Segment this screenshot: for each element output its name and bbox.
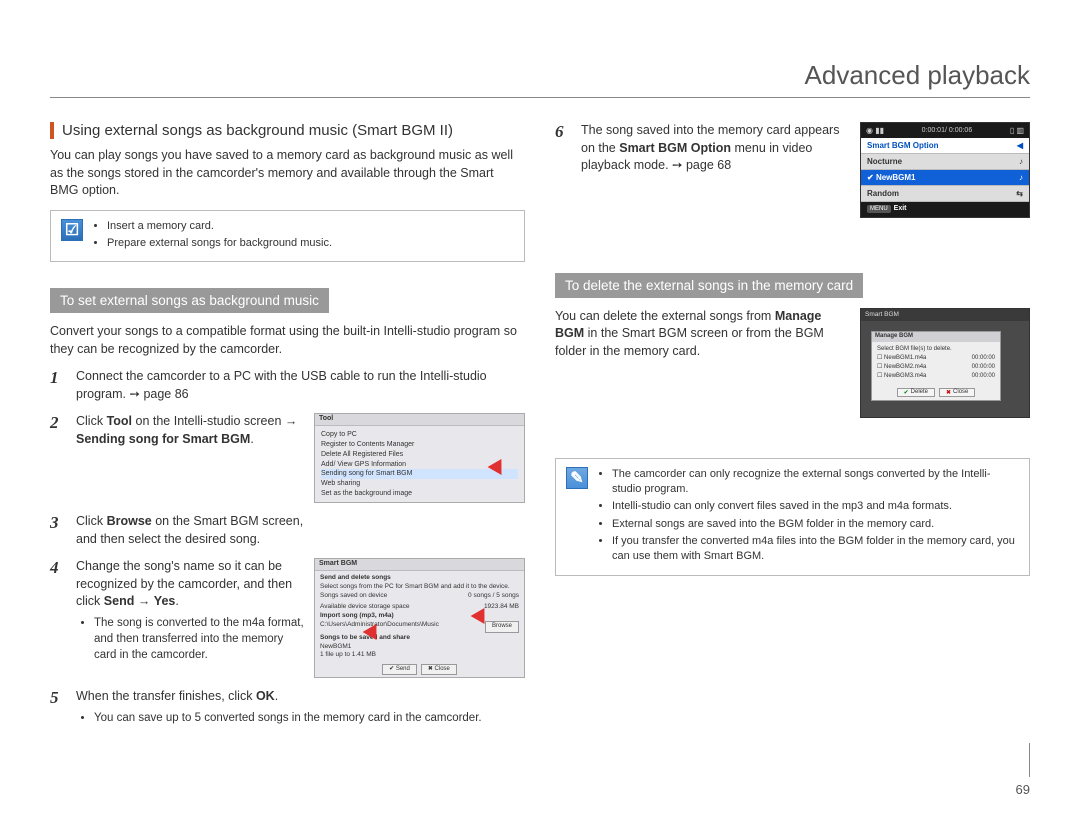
subsection-banner: To set external songs as background musi… xyxy=(50,288,329,313)
page-title: Advanced playback xyxy=(50,60,1030,98)
delete-text: You can delete the external songs from M… xyxy=(555,308,842,361)
menu-header: Smart BGM Option◀ xyxy=(861,138,1029,154)
step-number: 3 xyxy=(50,513,66,548)
info-check-icon: ☑ xyxy=(61,219,83,241)
step-4: 4 Change the song's name so it can be re… xyxy=(50,558,525,678)
step-2: 2 Click Tool on the Intelli-studio scree… xyxy=(50,413,525,503)
step-1: 1 Connect the camcorder to a PC with the… xyxy=(50,368,525,403)
subsection-banner: To delete the external songs in the memo… xyxy=(555,273,863,298)
step-number: 5 xyxy=(50,688,66,726)
step-number: 1 xyxy=(50,368,66,403)
intro-text: You can play songs you have saved to a m… xyxy=(50,147,525,200)
menu-item: Random⇆ xyxy=(861,186,1029,202)
step-number: 2 xyxy=(50,413,66,433)
step-body: The song saved into the memory card appe… xyxy=(581,122,850,175)
left-column: Using external songs as background music… xyxy=(50,122,525,736)
note-box: ☑ Insert a memory card. Prepare external… xyxy=(50,210,525,263)
manage-bgm-screenshot: Smart BGM Manage BGM Select BGM file(s) … xyxy=(860,308,1030,418)
step-body: When the transfer finishes, click OK. Yo… xyxy=(76,688,525,726)
step-number: 4 xyxy=(50,558,66,578)
step-3: 3 Click Browse on the Smart BGM screen, … xyxy=(50,513,525,548)
step-body: Click Tool on the Intelli-studio screen … xyxy=(76,413,304,448)
note-item: If you transfer the converted m4a files … xyxy=(612,534,1019,565)
menu-item-selected: ✔ NewBGM1♪ xyxy=(861,170,1029,186)
menu-exit: MENUExit xyxy=(861,202,1029,215)
battery-icon: ▯ ▥ xyxy=(1010,126,1024,135)
step-body: Connect the camcorder to a PC with the U… xyxy=(76,368,525,403)
menu-item: Nocturne♪ xyxy=(861,154,1029,170)
step-number: 6 xyxy=(555,122,571,175)
playback-time: 0:00:01/ 0:00:06 xyxy=(922,127,973,134)
step-5: 5 When the transfer finishes, click OK. … xyxy=(50,688,525,726)
page-number: 69 xyxy=(1016,782,1030,797)
step-body: Click Browse on the Smart BGM screen, an… xyxy=(76,513,304,548)
banner-text: Convert your songs to a compatible forma… xyxy=(50,323,525,358)
note-item: Intelli-studio can only convert files sa… xyxy=(612,499,1019,514)
camera-icon: ◉ ▮▮ xyxy=(866,126,884,135)
note-item: The camcorder can only recognize the ext… xyxy=(612,467,1019,498)
tool-menu-screenshot: Tool Copy to PC Register to Contents Man… xyxy=(314,413,525,503)
note-item: Prepare external songs for background mu… xyxy=(107,236,332,251)
section-heading: Using external songs as background music… xyxy=(50,122,525,139)
note-item: Insert a memory card. xyxy=(107,219,332,234)
camcorder-screen: ◉ ▮▮ 0:00:01/ 0:00:06 ▯ ▥ Smart BGM Opti… xyxy=(860,122,1030,218)
info-note-icon: ✎ xyxy=(566,467,588,489)
page-rule xyxy=(1029,743,1030,777)
note-item: External songs are saved into the BGM fo… xyxy=(612,517,1019,532)
right-column: 6 The song saved into the memory card ap… xyxy=(555,122,1030,736)
content-columns: Using external songs as background music… xyxy=(50,122,1030,736)
step-body: Change the song's name so it can be reco… xyxy=(76,558,304,663)
note-box: ✎ The camcorder can only recognize the e… xyxy=(555,458,1030,576)
smart-bgm-dialog-screenshot: Smart BGM Send and delete songs Select s… xyxy=(314,558,525,678)
